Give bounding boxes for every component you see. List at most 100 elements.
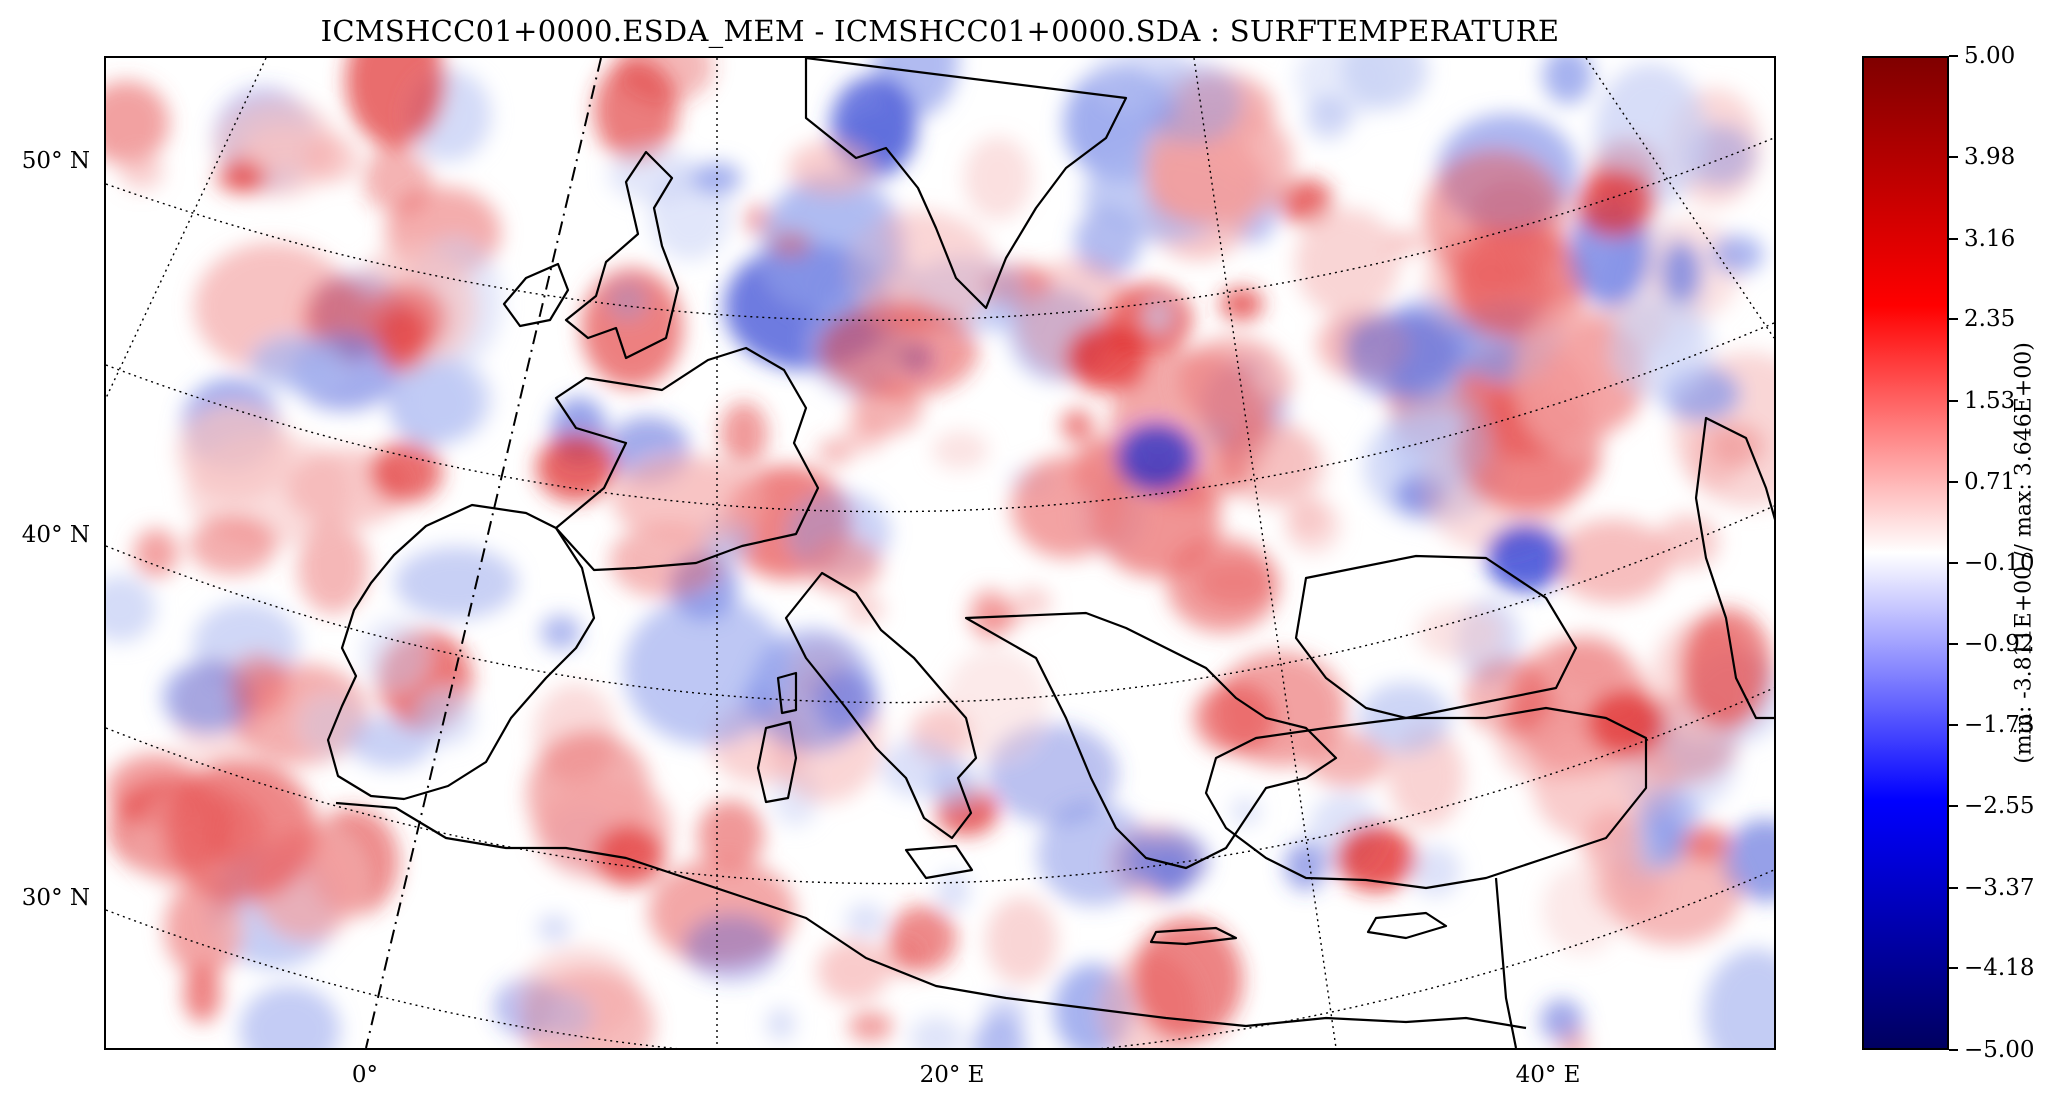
britain-coastline [564,150,680,360]
anomaly-blob [1131,917,1244,1043]
anomaly-blob [1710,235,1764,274]
anomaly-blob [1288,498,1328,538]
anomaly-blob [845,902,886,938]
lon-label-40e: 40° E [1515,1062,1581,1088]
crete-coastline [1149,926,1238,946]
anomaly-blob [1194,557,1275,608]
anomaly-blob [608,148,702,202]
chart-title: ICMSHCC01+0000.ESDA_MEM - ICMSHCC01+0000… [320,14,1560,48]
map-canvas[interactable] [106,58,1774,1048]
meridian-30e [1585,58,1774,339]
colorbar-tick [1949,1049,1958,1051]
north-africa-coastline [335,801,1527,1030]
coastlines [326,58,1774,1048]
anomaly-blob [106,575,156,643]
anomaly-blob [888,905,957,973]
anomaly-blob [1344,309,1459,401]
anomaly-blob [1011,587,1052,618]
ireland-coastline [502,262,570,328]
anomaly-blob [188,515,278,575]
colorbar-tick-label: −3.37 [1964,874,2035,901]
lon-label-0: 0° [351,1062,379,1088]
colorbar-tick [1949,967,1958,970]
anomaly-blob [540,614,582,651]
anomaly-blob [909,1016,963,1048]
anomaly-blob [1542,58,1593,105]
anomaly-blob [817,302,979,399]
colorbar-tick-label: 5.00 [1964,43,2016,69]
colorbar-tick [1949,318,1958,321]
anomaly-blob [1090,58,1189,113]
anomaly-blob [1066,324,1146,392]
anomaly-blob [815,670,878,733]
anomaly-blob [230,653,287,716]
anomaly-blob [943,647,1048,761]
colorbar-tick [1949,237,1958,240]
anomaly-blob [1252,365,1297,397]
anomaly-blob [1011,455,1124,559]
anomaly-blob [164,879,243,978]
anomaly-blob [760,186,889,314]
anomaly-blob [1037,803,1151,906]
france-coastline [554,346,820,572]
anomaly-blob [537,914,571,942]
anomaly-blob [1295,208,1400,318]
colorbar-tick-label: 2.35 [1964,306,2016,333]
anomaly-field [106,58,1774,1048]
turkey-coastline [1204,706,1648,890]
anomaly-blob [416,690,476,746]
lat-label-50n: 50° N [21,148,90,174]
anomaly-blob [536,434,616,502]
anomaly-blob [607,280,648,321]
anomaly-blob [1541,864,1623,955]
lon-label-20e: 20° E [919,1062,985,1088]
colorbar-tick-label: −0.92 [1964,631,2035,658]
anomaly-blob [1193,682,1276,754]
graticule [106,58,1774,1048]
anomaly-blob [239,985,341,1048]
anomaly-blob [594,824,666,887]
meridian-minus10 [106,58,267,399]
anomaly-blob [1410,845,1461,897]
parallel-50n [106,137,1774,321]
anomaly-blob [376,303,430,373]
anomaly-blob [1609,298,1713,401]
anomaly-blob [611,456,762,544]
colorbar-tick-label: 0.71 [1964,469,2016,496]
iberia-coastline [326,503,596,801]
colorbar-tick-label: 1.53 [1964,387,2016,414]
colorbar-tick [1949,481,1958,484]
anomaly-blob [1284,841,1327,891]
map-panel[interactable] [104,56,1776,1050]
anomaly-blob [720,401,768,467]
anomaly-blob [1219,287,1264,322]
anomaly-blob [1723,819,1774,902]
anomaly-blob [766,1007,795,1041]
anomaly-blob [983,995,1027,1034]
anomaly-blob [1655,515,1720,570]
anomaly-blob [1576,169,1656,237]
colorbar-gradient [1864,58,1947,1048]
colorbar-stats-label: (min: -3.811E+00 // max: 3.646E+00) [2011,342,2037,764]
colorbar-tick [1949,643,1958,646]
sicily-coastline [904,844,974,880]
colorbar-tick-label: −4.18 [1964,955,2035,982]
lat-label-30n: 30° N [21,885,90,911]
anomaly-blob [1388,380,1491,492]
anomaly-blob [1126,829,1209,890]
anomaly-blob [1514,303,1629,454]
anomaly-blob [1278,178,1333,225]
colorbar-tick-label: −5.00 [1964,1037,2035,1063]
anomaly-blob [683,913,781,982]
anomaly-blob [304,135,359,184]
anomaly-blob [106,80,170,165]
anomaly-blob [1554,519,1672,604]
anomaly-blob [581,268,683,388]
colorbar-tick-label: −0.10 [1964,549,2035,576]
anomaly-blob [370,441,443,504]
parallel-35n [106,687,1774,885]
anomaly-blob [936,871,970,911]
anomaly-blob [1583,810,1641,878]
balkans-coastline [964,611,1338,870]
anomaly-blob [345,58,446,148]
